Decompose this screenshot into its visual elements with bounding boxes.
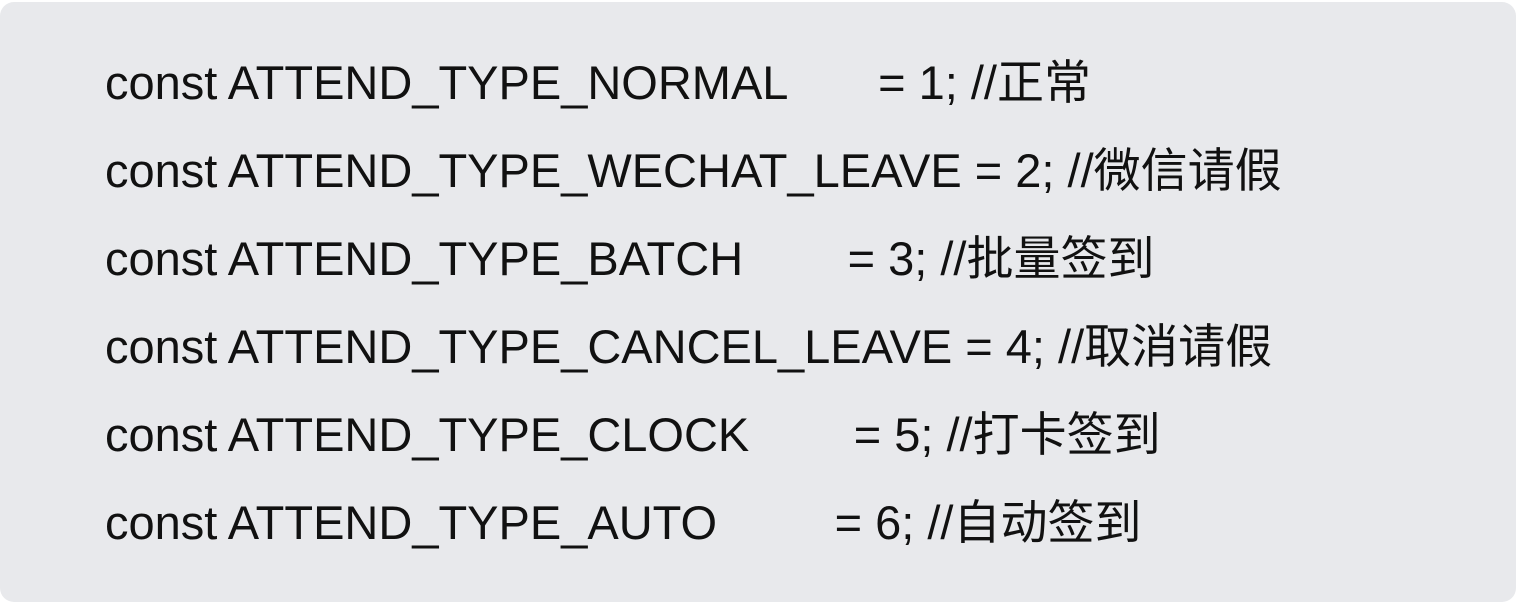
code-line-attend-type-clock: const ATTEND_TYPE_CLOCK = 5; //打卡签到 [105,408,1161,461]
code-line-attend-type-wechat-leave: const ATTEND_TYPE_WECHAT_LEAVE = 2; //微信… [105,144,1282,197]
code-lines: const ATTEND_TYPE_NORMAL = 1; //正常 const… [105,50,1282,578]
code-line-attend-type-cancel-leave: const ATTEND_TYPE_CANCEL_LEAVE = 4; //取消… [105,320,1273,373]
code-line-attend-type-auto: const ATTEND_TYPE_AUTO = 6; //自动签到 [105,496,1142,549]
code-line-attend-type-batch: const ATTEND_TYPE_BATCH = 3; //批量签到 [105,232,1155,285]
code-line-attend-type-normal: const ATTEND_TYPE_NORMAL = 1; //正常 [105,56,1091,109]
